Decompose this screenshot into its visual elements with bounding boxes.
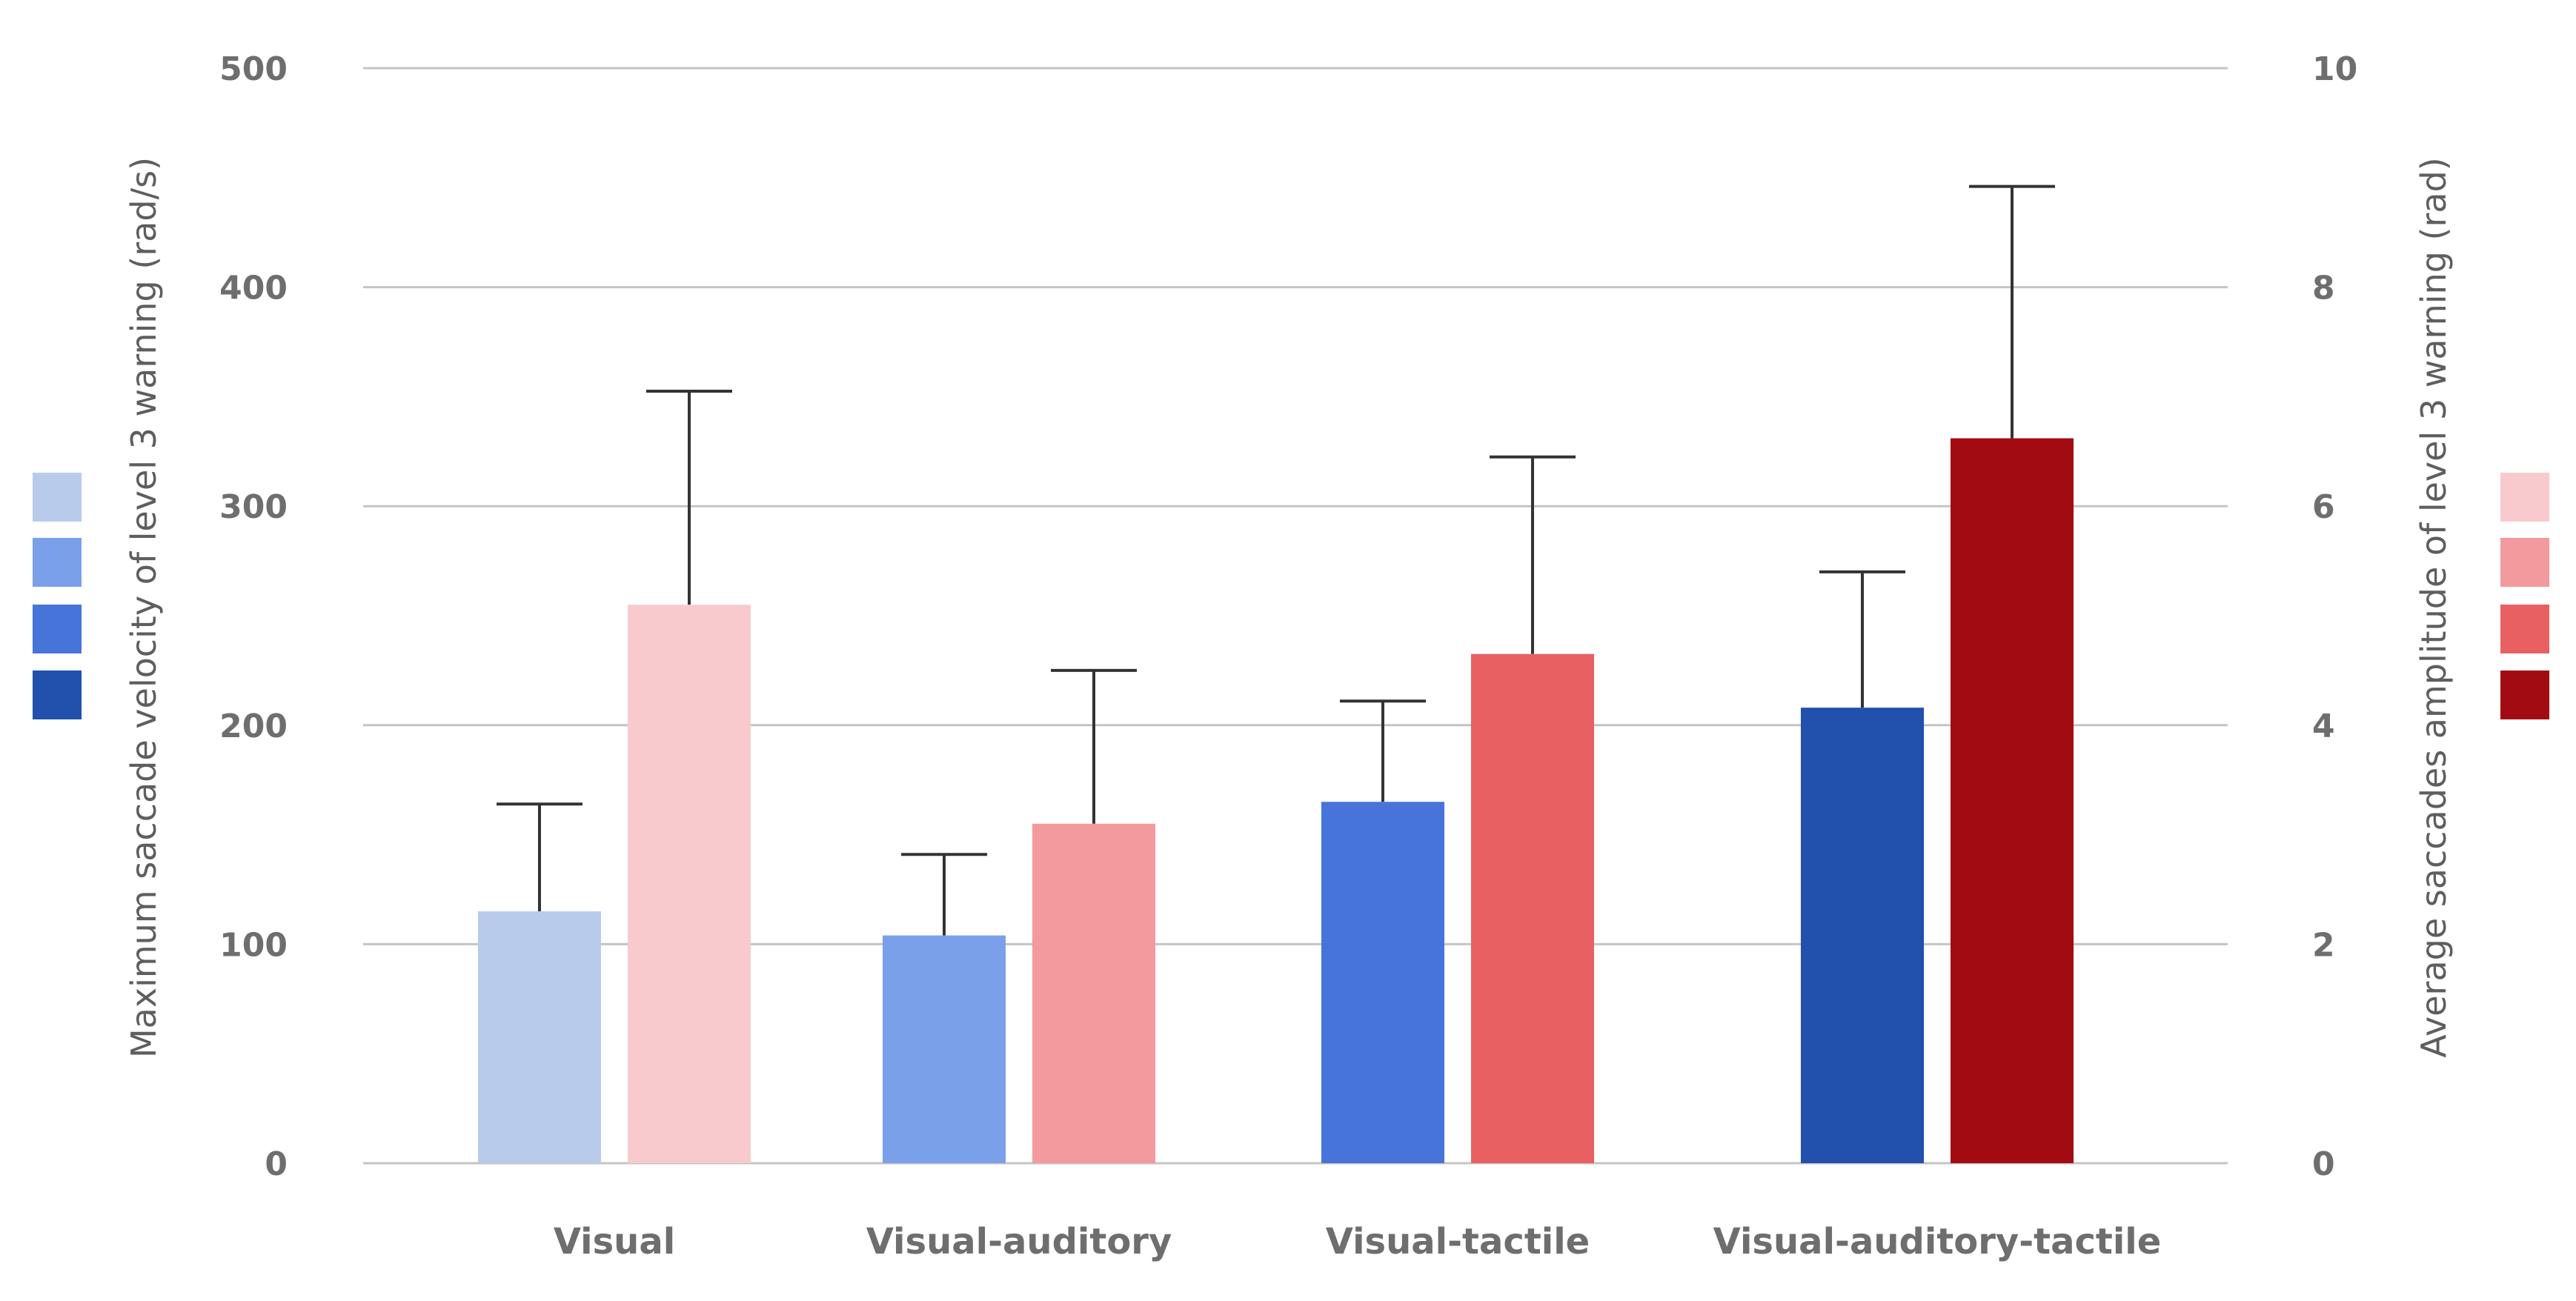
right-tick-label: 2: [2312, 926, 2335, 964]
right-axis-title: Average saccades amplitude of level 3 wa…: [2414, 157, 2454, 1057]
legend-swatch: [2500, 473, 2549, 522]
left-tick-label: 300: [219, 488, 288, 526]
left-axis-ticks: 0 100 200 300 400 500: [219, 50, 288, 1183]
left-tick-label: 400: [219, 270, 288, 307]
bar: [1321, 802, 1444, 1163]
legend-swatch: [2500, 605, 2549, 653]
left-tick-label: 100: [219, 926, 288, 964]
right-tick-label: 4: [2312, 708, 2335, 745]
error-bars: [497, 184, 2055, 936]
category-label: Visual-auditory-tactile: [1713, 1221, 2162, 1262]
category-label: Visual-tactile: [1326, 1221, 1590, 1262]
left-tick-label: 200: [219, 708, 288, 745]
legend-right-swatches: [2500, 473, 2549, 719]
bar: [1032, 823, 1155, 1163]
legend-swatch: [2500, 671, 2549, 719]
legend-left-swatches: [33, 473, 82, 719]
legend-swatch: [33, 671, 82, 719]
bars: [478, 438, 2074, 1163]
right-tick-label: 0: [2312, 1145, 2335, 1183]
bar: [1801, 708, 1924, 1163]
category-labels: Visual Visual-auditory Visual-tactile Visua…: [554, 1221, 2161, 1262]
category-label: Visual-auditory: [866, 1221, 1172, 1262]
bar: [628, 605, 751, 1163]
left-tick-label: 500: [219, 50, 288, 88]
legend-swatch: [2500, 538, 2549, 587]
bar: [1951, 438, 2074, 1163]
legend-swatch: [33, 538, 82, 587]
category-label: Visual: [554, 1221, 675, 1262]
right-tick-label: 8: [2312, 270, 2335, 307]
right-tick-label: 10: [2312, 50, 2357, 88]
bar: [478, 911, 601, 1163]
bar: [1471, 653, 1594, 1163]
legend-swatch: [33, 473, 82, 522]
left-tick-label: 0: [265, 1145, 288, 1183]
left-axis-title: Maximum saccade velocity of level 3 warn…: [124, 157, 164, 1058]
right-axis-ticks: 0 2 4 6 8 10: [2312, 50, 2357, 1183]
right-tick-label: 6: [2312, 488, 2335, 526]
bar: [883, 935, 1006, 1163]
legend-swatch: [33, 605, 82, 653]
